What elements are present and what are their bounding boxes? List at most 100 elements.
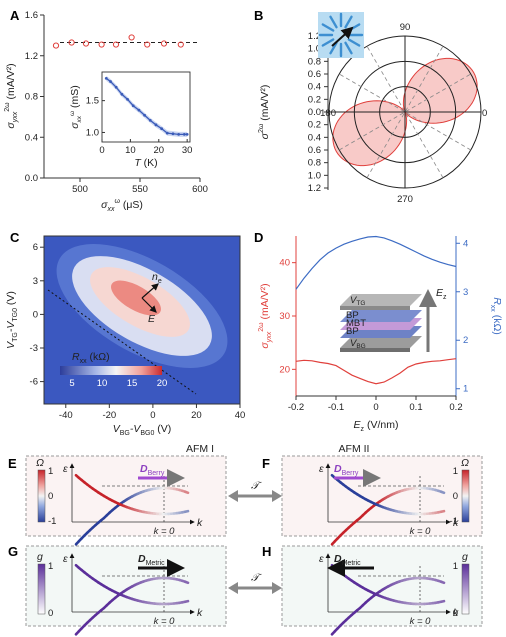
stack-label-vbg: VBG — [350, 338, 366, 350]
panel-d-right-label: Rxx (kΩ) — [489, 297, 503, 335]
polar-rtick-label: 0.8 — [308, 56, 321, 67]
inset-points — [104, 76, 189, 136]
label-e: E — [148, 313, 156, 325]
panel-a-point — [177, 41, 184, 48]
panel-a-point — [82, 40, 90, 47]
band-segment — [183, 580, 190, 585]
polar-rtick-label: 0.6 — [308, 69, 321, 80]
g-colorbar-h — [461, 563, 470, 615]
g-tick-g-0: 0 — [48, 608, 53, 619]
k0-label: k = 0 — [154, 526, 176, 537]
stack-label-bp-bottom: BP — [346, 326, 359, 337]
inset-point — [165, 131, 169, 135]
ez-label: Ez — [436, 287, 447, 301]
colorbar-tick-label: 15 — [127, 378, 138, 389]
panel-c-ytick-label: 3 — [33, 276, 38, 287]
panel-label-e: E — [8, 456, 17, 471]
band-segment — [439, 599, 446, 604]
polar-spoke — [366, 45, 444, 179]
crystal-arrow — [331, 26, 354, 47]
inset-point — [154, 123, 158, 127]
panel-a-xtick-label: 600 — [192, 184, 208, 195]
polar-spoke — [366, 45, 444, 179]
inset-point — [182, 132, 186, 136]
d-berry-label-e: DBerry — [140, 463, 165, 477]
angle-label-0: 0 — [482, 108, 487, 119]
panel-a-point — [112, 41, 120, 48]
panel-c-ytick-label: -6 — [30, 377, 38, 388]
panel-b-ylabel: σ2ω (mA/V²) — [258, 85, 271, 140]
inset-point — [114, 85, 118, 89]
k0-label: k = 0 — [154, 616, 176, 627]
panel-a-point — [144, 41, 151, 48]
heatmap-peak — [111, 280, 161, 316]
polar-rtick-label: 0.4 — [308, 82, 321, 93]
inset-xtick-label: 30 — [182, 145, 193, 156]
inset-xlabel: T (K) — [134, 157, 157, 169]
epsilon-label: ε — [63, 553, 68, 565]
panel-d-xtick-label: 0.2 — [449, 402, 462, 413]
crystal-spoke — [344, 41, 353, 55]
panel-c-y-ticks: 6 3 0 -3 -6 — [30, 242, 44, 388]
panel-c-xtick-label: 0 — [150, 410, 155, 421]
panel-g-box — [25, 545, 227, 627]
panel-a: A 0.0 0.4 0.8 1.2 1.6 500 550 600 σyxx2ω (mA/V… — [4, 8, 208, 213]
panel-b-lobes — [332, 57, 478, 167]
panel-c: C ne E -40 -20 0 20 40 6 3 0 -3 -6 Rxx (kΩ) 5 10 1… — [5, 230, 245, 437]
panel-label-d: D — [254, 230, 263, 245]
polar-spoke — [338, 73, 472, 151]
g-tick-h-1: 1 — [453, 561, 458, 572]
panel-label-f: F — [262, 456, 270, 471]
crystal-spoke — [329, 41, 338, 55]
panel-d-right-tick-label: 1 — [463, 384, 468, 395]
colorbar-tick-label: 5 — [69, 378, 74, 389]
panel-c-xtick-label: -20 — [102, 410, 116, 421]
panel-d-x-ticks: -0.2 -0.1 0 0.1 0.2 — [288, 396, 463, 413]
colorbar-label: Rxx (kΩ) — [72, 351, 110, 365]
omega-label-f: Ω — [461, 457, 469, 469]
band-segment — [439, 509, 446, 514]
panel-c-xlabel: VBG-VBG0 (V) — [113, 423, 172, 437]
panel-d-right-tick-label: 2 — [463, 335, 468, 346]
panel-c-ylabel: VTG-VTG0 (V) — [5, 291, 19, 349]
band-segment — [183, 490, 190, 495]
epsilon-label: ε — [319, 463, 324, 475]
heatmap-frame — [43, 235, 241, 405]
panel-label-c: C — [10, 230, 20, 245]
panel-a-point — [52, 42, 60, 49]
omega-label-e: Ω — [36, 457, 44, 469]
polar-rtick-label: 0.4 — [308, 132, 321, 143]
t-symbol-ef: 𝒯 — [251, 480, 263, 492]
panel-a-xtick-label: 500 — [72, 184, 88, 195]
crystal-icon — [318, 12, 364, 58]
heatmap-dashed-line — [47, 289, 197, 395]
panel-a-ytick-label: 1.2 — [25, 51, 38, 62]
omega-tick-f-1: 1 — [453, 466, 458, 477]
stack-label-mbt: MBT — [346, 318, 366, 329]
panel-d-left-tick-label: 40 — [279, 258, 290, 269]
band-segment — [183, 509, 190, 514]
omega-tick-f-m1: -1 — [450, 516, 458, 527]
g-colorbar-g — [37, 563, 46, 615]
inset-point — [160, 127, 164, 131]
panels-efgh: AFM I AFM II E F G H ε k k = 0 ε k k = 0 ε k k… — [8, 443, 483, 636]
inset-point — [171, 132, 175, 136]
panel-c-ytick-label: -3 — [30, 343, 38, 354]
inset-point — [148, 118, 152, 122]
polar-rtick-label: 0.2 — [308, 94, 321, 105]
panel-d-left-tick-label: 20 — [279, 364, 290, 375]
panel-d-xtick-label: -0.1 — [328, 402, 344, 413]
panel-d-xtick-label: -0.2 — [288, 402, 304, 413]
inset-point — [177, 132, 181, 136]
inset-point — [131, 104, 135, 108]
panel-label-b: B — [254, 8, 263, 23]
g-label-h: g — [462, 551, 468, 563]
angle-label-90: 90 — [400, 22, 411, 33]
panel-a-point — [98, 41, 105, 48]
polar-rtick-label: 1.0 — [308, 44, 321, 55]
panel-d-xtick-label: 0.1 — [409, 402, 422, 413]
polar-rtick-label: 0.6 — [308, 145, 321, 156]
panel-a-ylabel: σyxx2ω (mA/V²) — [4, 63, 19, 128]
panel-d-xlabel: Ez (V/nm) — [354, 419, 399, 433]
